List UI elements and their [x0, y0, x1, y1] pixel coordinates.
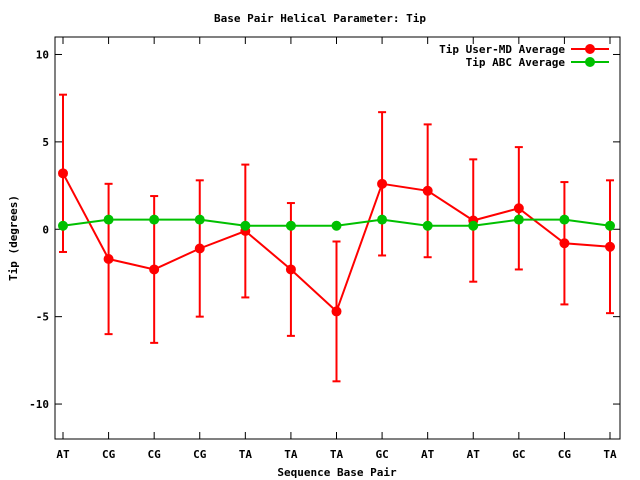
legend-marker	[585, 44, 595, 54]
y-tick-label: -5	[36, 311, 49, 324]
x-tick-label: AT	[56, 448, 70, 461]
data-point	[513, 203, 524, 214]
data-point	[377, 214, 388, 225]
data-point	[605, 220, 615, 231]
data-point	[422, 185, 433, 196]
legend-label: Tip ABC Average	[466, 56, 566, 69]
plot-frame	[54, 36, 621, 440]
x-tick-label: TA	[239, 448, 253, 461]
legend-label: Tip User-MD Average	[439, 43, 565, 56]
x-tick-label: GC	[375, 448, 388, 461]
y-axis: -10 -5 0 5 10	[29, 48, 620, 411]
x-tick-label: CG	[148, 448, 162, 461]
x-tick-label: TA	[330, 448, 344, 461]
y-tick-label: -10	[29, 398, 49, 411]
data-point	[58, 168, 68, 179]
data-point	[103, 253, 114, 264]
y-tick-label: 0	[42, 223, 49, 236]
series-layer	[58, 93, 615, 383]
data-point	[513, 214, 524, 225]
data-point	[605, 241, 615, 252]
x-tick-label: CG	[193, 448, 207, 461]
data-point	[285, 264, 296, 275]
x-axis: AT CG CG CG TA TA TA GC AT AT GC CG TA	[56, 37, 617, 461]
data-point	[149, 214, 160, 225]
legend-marker	[585, 57, 595, 67]
series-1	[58, 93, 615, 383]
y-tick-label: 5	[42, 136, 49, 149]
data-point	[559, 214, 570, 225]
data-point	[103, 214, 114, 225]
data-point	[149, 264, 160, 275]
x-axis-label: Sequence Base Pair	[277, 466, 397, 479]
data-point	[58, 220, 68, 231]
data-point	[422, 220, 433, 231]
y-tick-label: 10	[36, 48, 49, 61]
x-tick-label: CG	[558, 448, 572, 461]
x-tick-label: TA	[284, 448, 298, 461]
data-point	[240, 220, 251, 231]
x-tick-label: AT	[421, 448, 435, 461]
data-point	[331, 220, 342, 231]
chart-title: Base Pair Helical Parameter: Tip	[214, 12, 426, 25]
series-2	[58, 214, 615, 231]
data-point	[331, 306, 342, 317]
x-tick-label: AT	[467, 448, 481, 461]
x-tick-label: TA	[603, 448, 617, 461]
data-point	[559, 238, 570, 249]
data-point	[285, 220, 296, 231]
x-tick-label: GC	[512, 448, 525, 461]
y-axis-label: Tip (degrees)	[7, 195, 20, 281]
data-point	[377, 178, 388, 189]
data-point	[468, 220, 479, 231]
data-point	[194, 243, 205, 254]
data-point	[194, 214, 205, 225]
x-tick-label: CG	[102, 448, 116, 461]
